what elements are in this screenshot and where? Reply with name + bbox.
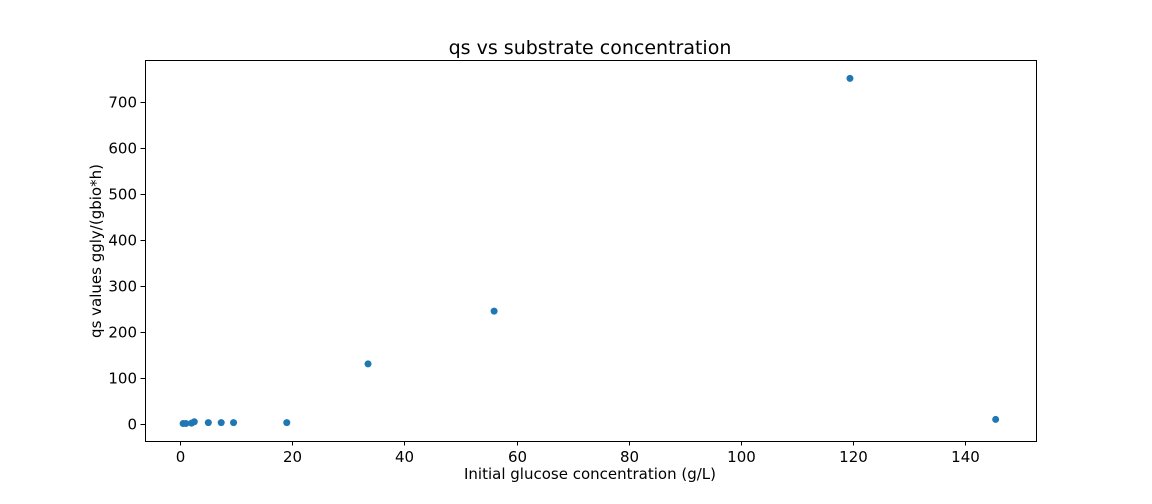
data-point (846, 74, 854, 82)
x-axis-label: Initial glucose concentration (g/L) (464, 465, 716, 483)
plot-frame (145, 60, 1037, 442)
x-tick-label: 140 (951, 448, 980, 466)
data-point (204, 419, 212, 427)
y-tick-label: 600 (108, 140, 137, 158)
axis-ticks: 0 20 40 60 80 100 120 140 0 100 200 300 400 500 600 700 (108, 94, 979, 467)
data-point (364, 360, 372, 368)
x-tick-label: 100 (727, 448, 756, 466)
y-tick-label: 0 (127, 416, 137, 434)
data-point (283, 419, 291, 427)
y-tick-label: 100 (108, 370, 137, 388)
y-axis-label: qs values ggly/(gbio*h) (87, 164, 105, 338)
y-tick-label: 400 (108, 232, 137, 250)
chart-title: qs vs substrate concentration (449, 37, 732, 59)
x-tick-label: 80 (620, 448, 639, 466)
y-tick-label: 300 (108, 278, 137, 296)
data-point (992, 415, 1000, 423)
y-tick-label: 500 (108, 186, 137, 204)
data-point (190, 418, 198, 426)
data-point (182, 420, 190, 428)
data-point (490, 307, 498, 315)
x-tick-label: 20 (283, 448, 302, 466)
x-tick-label: 120 (839, 448, 868, 466)
x-tick-label: 60 (508, 448, 527, 466)
data-point (217, 419, 225, 427)
data-points (179, 74, 1000, 428)
y-tick-label: 200 (108, 324, 137, 342)
y-tick-label: 700 (108, 94, 137, 112)
data-point (230, 419, 238, 427)
x-tick-label: 0 (176, 448, 186, 466)
x-tick-label: 40 (395, 448, 414, 466)
